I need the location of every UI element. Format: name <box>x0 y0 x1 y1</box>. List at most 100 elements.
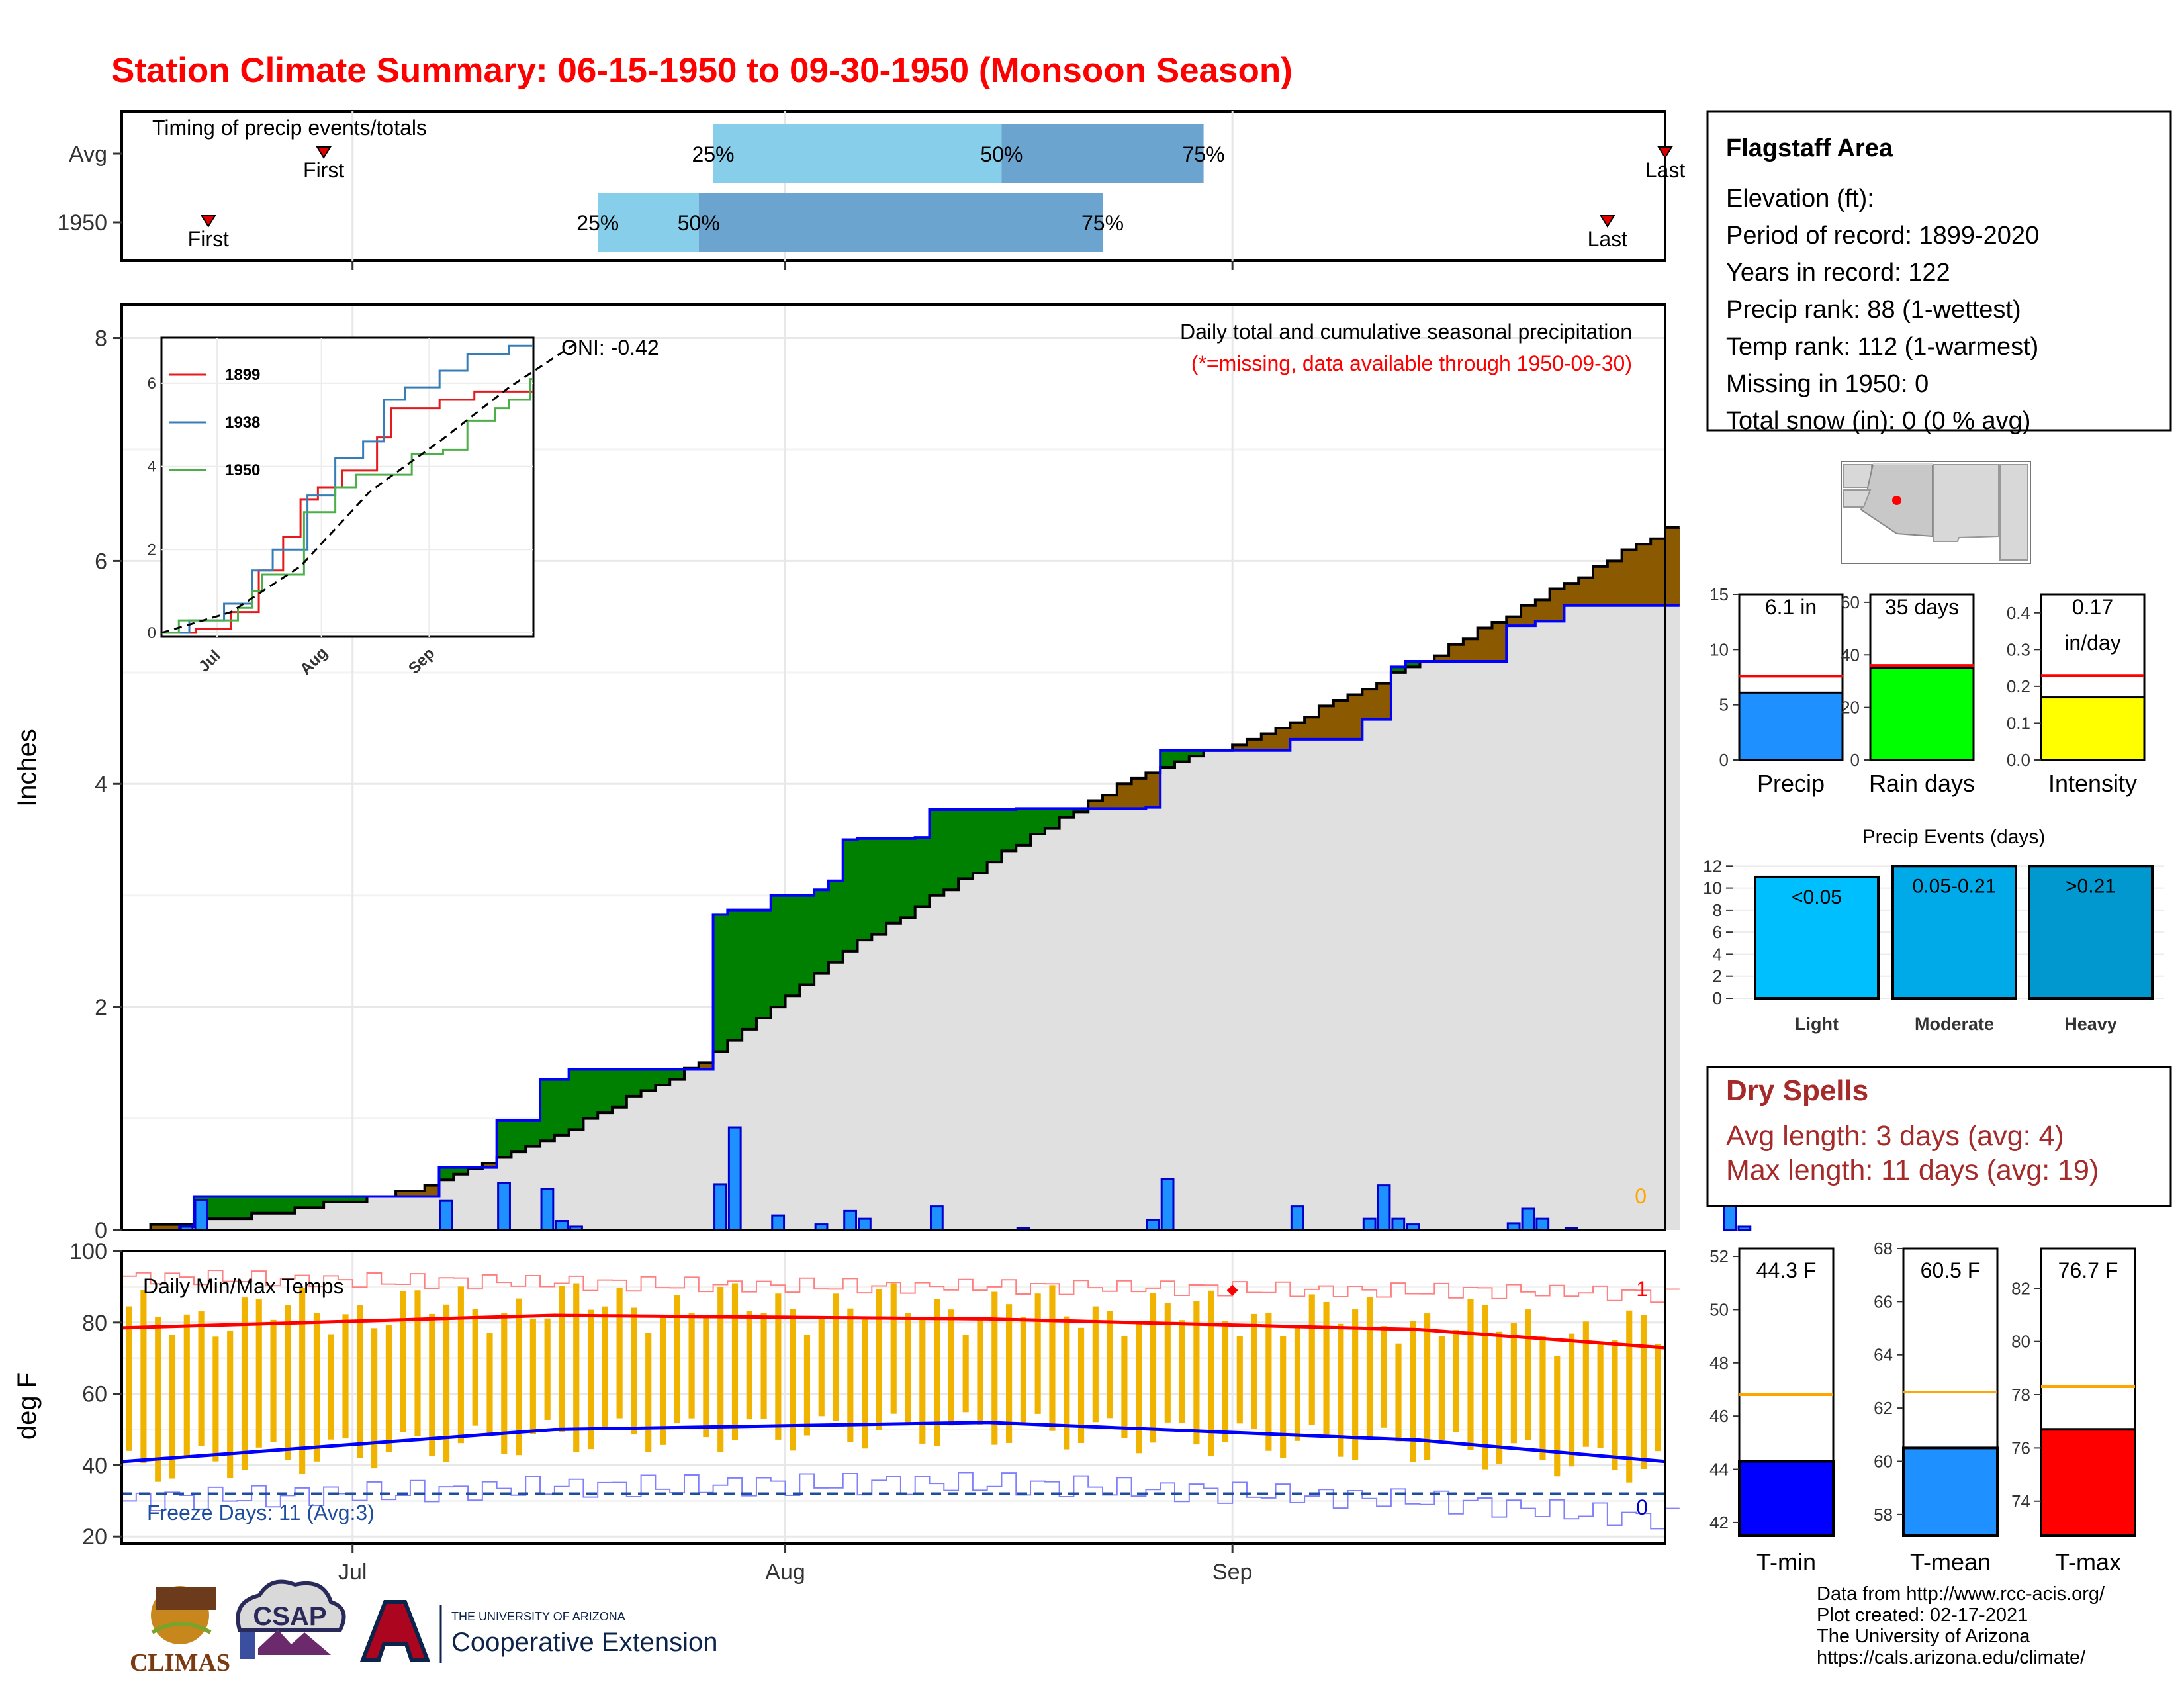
cumulative-base-area <box>655 1085 670 1230</box>
temp-summary-value-label: 60.5 F <box>1921 1258 1981 1282</box>
cumulative-base-area <box>1434 661 1449 1230</box>
cumulative-base-area <box>208 1219 224 1230</box>
inset-y-tick-label: 6 <box>148 375 156 393</box>
daily-temp-range-bar <box>1655 1344 1661 1452</box>
cumulative-base-area <box>424 1196 440 1230</box>
cumulative-base-area <box>872 934 887 1230</box>
daily-temp-range-bar <box>1280 1336 1287 1458</box>
temp-y-axis-label: deg F <box>13 1372 42 1440</box>
deficit-area <box>1333 700 1349 739</box>
daily-precip-bar <box>727 1126 742 1231</box>
daily-precip-bar <box>858 1217 872 1231</box>
cumulative-base-area <box>612 1107 627 1230</box>
daily-temp-range-bar <box>1308 1294 1315 1425</box>
inset-series-1950 <box>161 378 533 634</box>
daily-temp-range-bar <box>1410 1321 1416 1462</box>
daily-temp-range-bar <box>429 1313 435 1456</box>
cumulative-base-area <box>251 1213 267 1230</box>
precip-y-tick-label: 0 <box>95 1218 107 1243</box>
daily-precip-bar <box>439 1199 453 1231</box>
daily-temp-range-bar <box>529 1318 536 1434</box>
cumulative-base-area <box>972 873 988 1230</box>
precip-y-tick-label: 6 <box>95 549 107 574</box>
daily-temp-range-bar <box>847 1308 854 1442</box>
map-state-texas <box>1999 464 2028 561</box>
daily-temp-range-bar <box>1251 1313 1257 1429</box>
cumulative-base-area <box>1001 851 1017 1230</box>
deficit-area <box>396 1191 411 1197</box>
cumulative-base-area <box>1304 739 1320 1230</box>
info-box-frame <box>1706 110 2172 432</box>
deficit-area <box>1318 706 1334 739</box>
surplus-area <box>756 910 772 1018</box>
surplus-area <box>583 1069 598 1119</box>
footer-data-source: Data from http://www.rcc-acis.org/ <box>1817 1583 2105 1605</box>
cumulative-base-area <box>1449 661 1464 1230</box>
deficit-area <box>1492 622 1507 661</box>
summary-y-tick-label: 0.0 <box>2007 750 2030 770</box>
daily-precip-bar <box>194 1199 208 1231</box>
daily-temp-range-bar <box>255 1299 262 1448</box>
inset-y-tick-label: 4 <box>148 458 156 476</box>
daily-temp-range-bar <box>486 1333 493 1434</box>
temp-panel: 20 40 60 80 100 Jul Aug Sep Daily Min/Max Temps… <box>13 1239 1680 1585</box>
deficit-area <box>1593 566 1608 606</box>
daily-temp-range-bar <box>1179 1320 1185 1423</box>
cumulative-base-area <box>1116 808 1132 1230</box>
climas-wordmark: CLIMAS <box>130 1649 230 1677</box>
csap-rain-icon <box>240 1632 255 1659</box>
daily-temp-range-bar <box>803 1335 811 1436</box>
first-event-marker-icon <box>316 146 332 159</box>
events-title: Precip Events (days) <box>1862 826 2046 848</box>
temp-summary-y-tick-label: 74 <box>2011 1491 2030 1511</box>
surplus-area <box>251 1196 267 1213</box>
inset-legend-label: 1938 <box>225 414 260 432</box>
first-event-label: First <box>188 227 229 251</box>
deficit-area <box>1246 739 1262 751</box>
last-event-marker-icon <box>1600 215 1615 228</box>
surplus-area <box>770 895 786 1008</box>
events-bar-label: 0.05-0.21 <box>1913 875 1997 897</box>
surplus-area <box>352 1196 368 1202</box>
temp-y-tick-label: 20 <box>82 1524 107 1550</box>
surplus-area <box>785 895 800 996</box>
daily-temp-range-bar <box>934 1299 940 1446</box>
timing-bar-q25-q50 <box>713 124 1002 183</box>
inset-avg-line <box>161 340 580 634</box>
cumulative-base-area <box>799 984 815 1230</box>
cumulative-base-area <box>482 1167 498 1230</box>
daily-precip-bar <box>1535 1217 1550 1231</box>
daily-precip-bar <box>1521 1207 1535 1231</box>
daily-temp-range-bar <box>948 1309 954 1426</box>
daily-temp-range-bar <box>1164 1302 1171 1423</box>
temp-summary-y-tick-label: 60 <box>1874 1451 1893 1471</box>
surplus-area <box>612 1069 627 1107</box>
timing-row-label: Avg <box>69 142 107 167</box>
daily-temp-range-bar <box>227 1330 234 1479</box>
cumulative-base-area <box>381 1196 396 1230</box>
cumulative-base-area <box>1059 817 1075 1230</box>
daily-precip-bar <box>1737 1225 1752 1231</box>
cumulative-base-area <box>900 917 916 1230</box>
daily-temp-range-bar <box>1612 1340 1618 1471</box>
deficit-area <box>1275 728 1291 751</box>
station-info-line: Temp rank: 112 (1-warmest) <box>1726 333 2038 361</box>
daily-precip-bar <box>1290 1205 1304 1231</box>
cumulative-base-area <box>1246 750 1262 1230</box>
temp-summary-axis-label: T-min <box>1756 1548 1816 1575</box>
timing-label: Timing of precip events/totals <box>152 116 427 140</box>
deficit-area <box>698 1062 714 1070</box>
daily-temp-range-bar <box>1496 1331 1503 1464</box>
precip-y-tick-label: 2 <box>95 995 107 1020</box>
temp-summary-y-tick-label: 52 <box>1709 1246 1729 1266</box>
daily-temp-range-bar <box>1049 1285 1056 1431</box>
cumulative-base-area <box>842 951 858 1230</box>
daily-temp-range-bar <box>760 1313 767 1419</box>
surplus-area <box>265 1196 281 1213</box>
cumulative-base-area <box>1030 834 1046 1230</box>
cumulative-base-area <box>1607 605 1623 1230</box>
oni-value: ONI: -0.42 <box>561 336 659 359</box>
cumulative-base-area <box>1146 807 1161 1230</box>
daily-temp-range-bar <box>1424 1313 1431 1460</box>
daily-temp-range-bar <box>1150 1293 1157 1443</box>
